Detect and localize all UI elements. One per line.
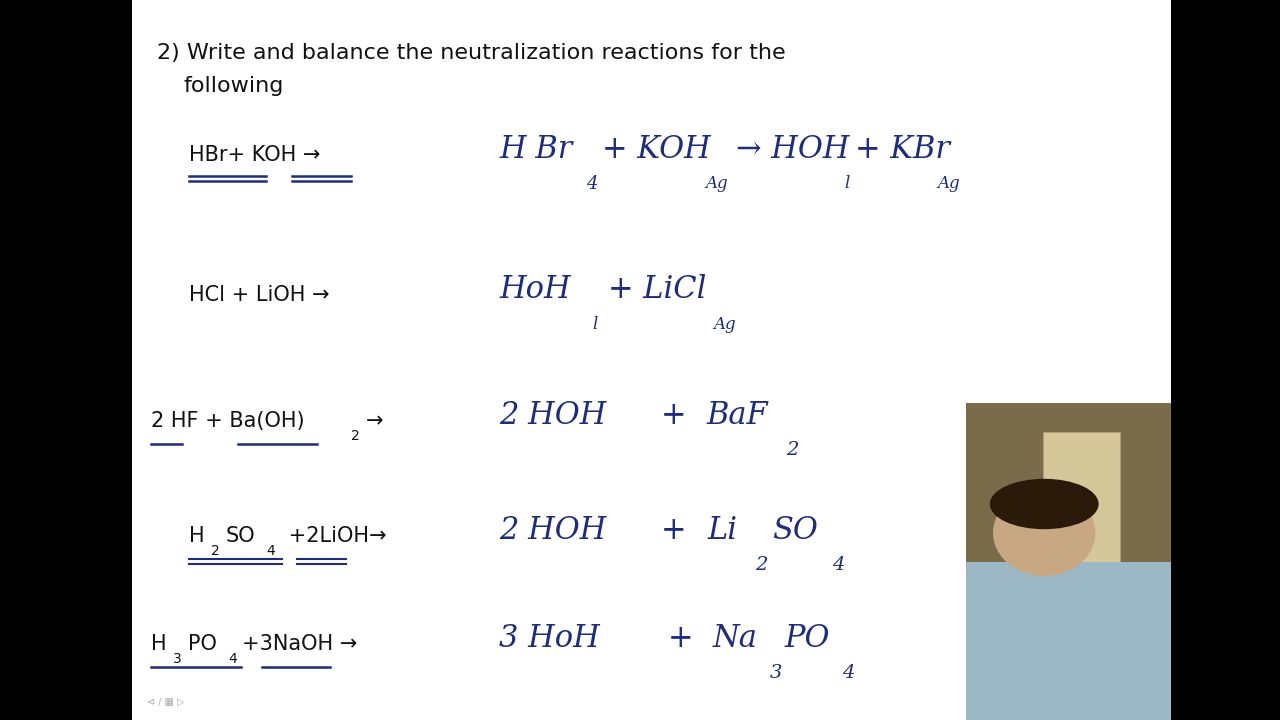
Text: +2LiOH→: +2LiOH→ [282,526,387,546]
Text: BaF: BaF [707,400,768,431]
Text: 4: 4 [266,544,275,558]
Text: HBr+ KOH →: HBr+ KOH → [189,145,321,165]
Text: →: → [366,411,384,431]
Bar [1171,0,1280,720]
Text: ⊲ ∕ ▦ ▷: ⊲ ∕ ▦ ▷ [147,697,184,707]
Text: 3 HoH: 3 HoH [499,623,600,654]
Text: +3NaOH →: +3NaOH → [242,634,357,654]
Text: PO: PO [785,623,831,654]
Bar [966,403,1171,720]
Text: + KOH: + KOH [602,133,710,165]
Text: Na: Na [713,623,758,654]
Text: +: + [668,623,694,654]
Text: 2: 2 [211,544,220,558]
Text: 4: 4 [842,664,855,683]
Text: 2: 2 [786,441,799,459]
Bar [1043,432,1120,648]
Bar [132,0,1171,720]
Text: HCl + LiOH →: HCl + LiOH → [189,285,330,305]
Text: H: H [189,526,205,546]
Text: Ag: Ag [705,175,728,192]
Text: Ag: Ag [937,175,960,192]
Text: PO: PO [188,634,218,654]
Text: + KBr: + KBr [855,133,950,165]
Text: 3: 3 [173,652,182,666]
Text: 2 HOH: 2 HOH [499,400,607,431]
Text: Li: Li [708,515,737,546]
Text: H: H [151,634,166,654]
Text: Ag: Ag [713,315,736,333]
Text: H Br: H Br [499,133,572,165]
Text: 3: 3 [769,664,782,683]
Text: 2 HOH: 2 HOH [499,515,607,546]
Text: SO: SO [772,515,818,546]
Text: 4: 4 [832,556,845,575]
Text: l: l [593,315,598,333]
Text: l: l [845,175,850,192]
Text: 2: 2 [351,428,360,443]
Bar [966,562,1171,720]
Text: following: following [183,76,283,96]
Text: SO: SO [225,526,255,546]
Text: 4: 4 [228,652,237,666]
Text: → HOH: → HOH [736,133,850,165]
Text: +: + [660,515,686,546]
Text: 2) Write and balance the neutralization reactions for the: 2) Write and balance the neutralization … [157,43,786,63]
Ellipse shape [989,479,1098,529]
Text: 4: 4 [586,175,598,192]
Text: +: + [660,400,686,431]
Bar [0,0,132,720]
Text: + LiCl: + LiCl [608,274,707,305]
Text: 2: 2 [755,556,768,575]
Ellipse shape [993,490,1096,576]
Text: 2 HF + Ba(OH): 2 HF + Ba(OH) [151,411,305,431]
Text: HoH: HoH [499,274,571,305]
